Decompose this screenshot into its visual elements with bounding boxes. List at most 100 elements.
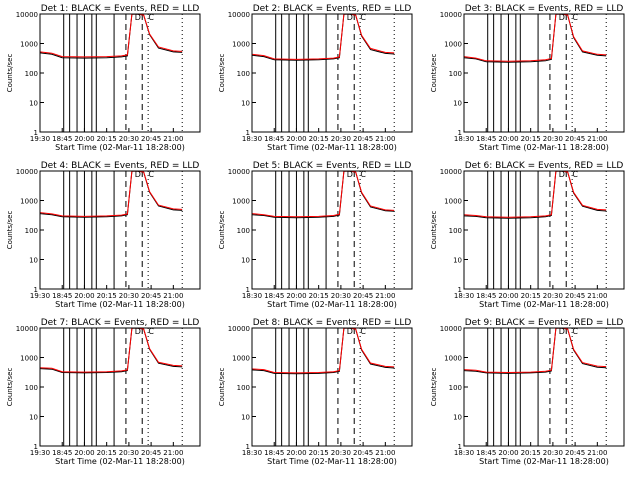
y-tick-label: 10000 <box>228 168 250 176</box>
marker-label: D <box>135 13 141 22</box>
x-tick-label: 20:00 <box>286 449 306 457</box>
y-tick-label: 1 <box>246 129 250 137</box>
x-tick-label: 18:45 <box>476 449 496 457</box>
x-tick-label: 18:30 <box>242 292 262 300</box>
series-events <box>463 13 607 63</box>
x-tick-label: 18:45 <box>264 449 284 457</box>
x-tick-label: 20:15 <box>309 292 329 300</box>
y-tick-label: 100 <box>25 70 38 78</box>
y-tick-label: 10000 <box>440 168 462 176</box>
series-lld <box>463 327 607 374</box>
x-tick-label: 18:45 <box>52 449 72 457</box>
marker-label: C <box>148 170 154 179</box>
x-tick-label: 20:15 <box>521 135 541 143</box>
x-tick-label: 20:00 <box>74 292 94 300</box>
x-tick-label: 20:30 <box>543 292 563 300</box>
x-tick-label: 21:00 <box>375 449 395 457</box>
x-tick-label: 20:30 <box>543 135 563 143</box>
x-tick-label: 20:45 <box>565 449 585 457</box>
x-tick-label: 19:30 <box>30 135 50 143</box>
y-tick-label: 10 <box>453 414 462 422</box>
marker-label: D <box>559 327 565 336</box>
y-tick-label: 1 <box>246 443 250 451</box>
x-tick-label: 18:30 <box>454 449 474 457</box>
y-tick-label: 1000 <box>232 41 250 49</box>
y-axis-label: Counts/sec <box>430 211 438 250</box>
y-tick-label: 1000 <box>20 41 38 49</box>
y-tick-label: 100 <box>449 384 462 392</box>
chart-title: Det 5: BLACK = Events, RED = LLD <box>253 161 412 171</box>
x-tick-label: 20:00 <box>286 292 306 300</box>
x-axis-label: Start Time (02-Mar-11 18:28:00) <box>267 300 397 309</box>
x-tick-label: 18:45 <box>52 135 72 143</box>
y-tick-label: 10 <box>29 100 38 108</box>
x-tick-label: 19:30 <box>30 292 50 300</box>
series-events <box>463 170 607 219</box>
series-events <box>463 327 607 374</box>
x-tick-label: 21:00 <box>587 292 607 300</box>
y-axis-label: Counts/sec <box>430 368 438 407</box>
y-tick-label: 100 <box>237 227 250 235</box>
x-tick-label: 21:00 <box>163 292 183 300</box>
x-tick-label: 20:45 <box>353 449 373 457</box>
y-tick-label: 1000 <box>20 198 38 206</box>
marker-label: C <box>148 13 154 22</box>
marker-label: D <box>135 170 141 179</box>
x-tick-label: 20:45 <box>141 292 161 300</box>
x-tick-label: 20:30 <box>331 449 351 457</box>
series-lld <box>463 13 607 62</box>
y-tick-label: 10 <box>453 257 462 265</box>
y-tick-label: 10 <box>241 414 250 422</box>
y-tick-label: 10 <box>29 414 38 422</box>
x-tick-label: 18:30 <box>242 135 262 143</box>
y-tick-label: 1000 <box>20 355 38 363</box>
x-tick-label: 20:45 <box>565 292 585 300</box>
series-lld <box>463 170 607 218</box>
y-tick-label: 10000 <box>440 325 462 333</box>
series-lld <box>39 13 183 58</box>
x-tick-label: 18:45 <box>264 135 284 143</box>
x-tick-label: 20:00 <box>286 135 306 143</box>
x-tick-label: 20:45 <box>141 449 161 457</box>
y-tick-label: 100 <box>25 384 38 392</box>
x-tick-label: 20:30 <box>119 449 139 457</box>
y-axis-label: Counts/sec <box>218 211 226 250</box>
series-events <box>39 327 183 374</box>
x-tick-label: 20:30 <box>331 135 351 143</box>
x-tick-label: 20:15 <box>97 135 117 143</box>
y-tick-label: 10000 <box>16 325 38 333</box>
chart-title: Det 8: BLACK = Events, RED = LLD <box>253 318 412 328</box>
y-tick-label: 1000 <box>232 198 250 206</box>
y-tick-label: 10000 <box>228 325 250 333</box>
y-tick-label: 10 <box>241 100 250 108</box>
series-lld <box>251 170 395 218</box>
x-tick-label: 18:45 <box>52 292 72 300</box>
x-tick-label: 20:00 <box>498 449 518 457</box>
x-axis-label: Start Time (02-Mar-11 18:28:00) <box>479 457 609 466</box>
marker-label: C <box>148 327 154 336</box>
x-tick-label: 18:45 <box>476 135 496 143</box>
y-axis-label: Counts/sec <box>6 54 14 93</box>
y-tick-label: 100 <box>237 70 250 78</box>
marker-label: C <box>360 13 366 22</box>
x-axis-label: Start Time (02-Mar-11 18:28:00) <box>55 300 185 309</box>
chart-title: Det 3: BLACK = Events, RED = LLD <box>465 4 624 14</box>
y-tick-label: 1 <box>34 443 38 451</box>
y-axis-label: Counts/sec <box>6 368 14 407</box>
series-events <box>39 170 183 218</box>
y-tick-label: 1000 <box>444 355 462 363</box>
x-tick-label: 20:15 <box>97 449 117 457</box>
series-events <box>251 13 395 61</box>
y-axis-label: Counts/sec <box>218 54 226 93</box>
y-tick-label: 1 <box>458 286 462 294</box>
y-axis-label: Counts/sec <box>218 368 226 407</box>
marker-label: C <box>360 327 366 336</box>
chart-title: Det 7: BLACK = Events, RED = LLD <box>41 318 200 328</box>
